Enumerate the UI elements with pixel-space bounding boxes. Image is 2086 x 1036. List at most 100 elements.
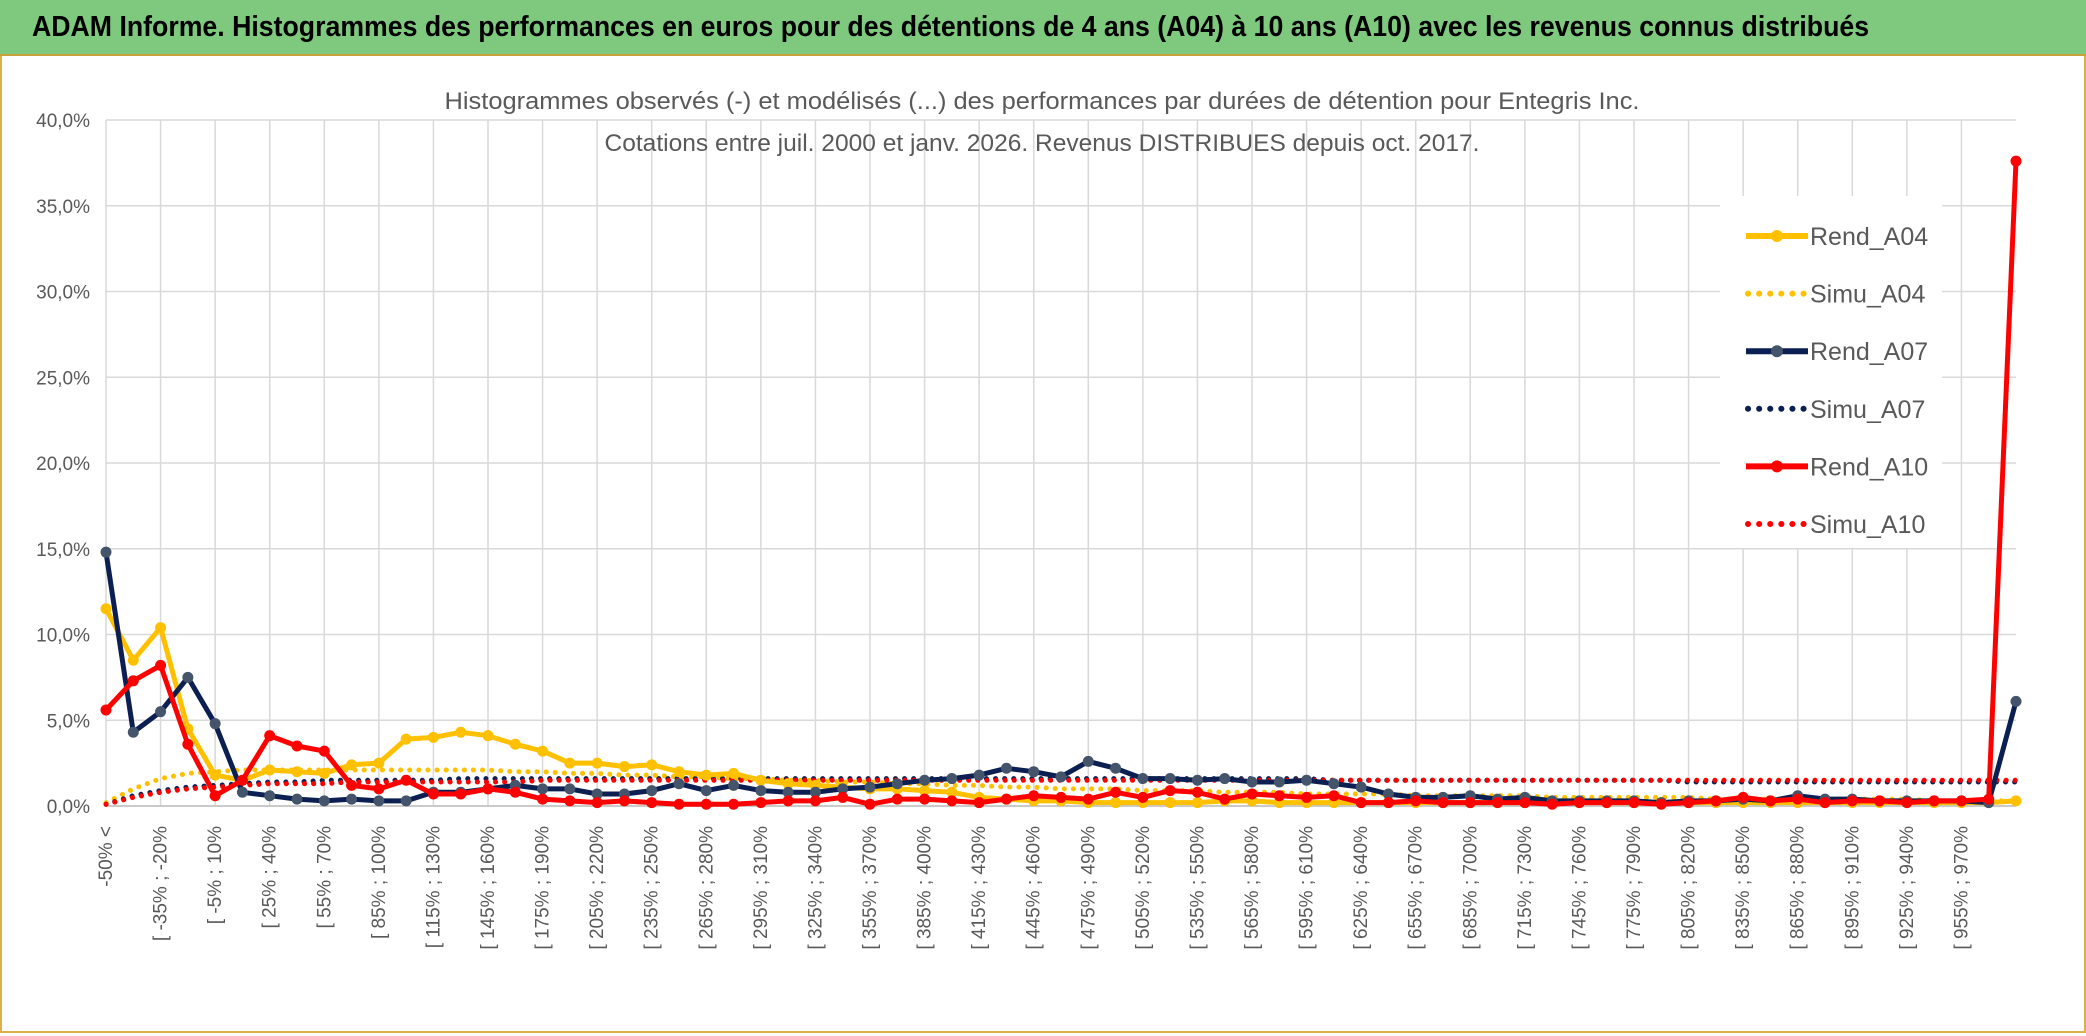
data-point xyxy=(837,791,849,803)
data-point xyxy=(1164,785,1176,797)
data-point xyxy=(1028,766,1040,778)
data-point xyxy=(1764,795,1776,807)
legend-marker xyxy=(1771,345,1783,358)
chart-area: 0,0% 5,0% 10,0% 15,0% 20,0% 25,0% 30,0% 35,0% 40… xyxy=(0,56,2086,1033)
data-point xyxy=(400,795,412,807)
data-point xyxy=(1137,791,1149,803)
data-point xyxy=(1710,795,1722,807)
data-point xyxy=(127,726,139,738)
data-point xyxy=(537,793,549,805)
data-point xyxy=(1601,797,1613,809)
x-tick-label: [ 445% ; 460% xyxy=(1024,826,1045,950)
legend-item: Simu_A10 xyxy=(1745,511,1925,539)
data-point xyxy=(182,671,194,683)
data-point xyxy=(400,733,412,745)
data-point xyxy=(946,795,958,807)
data-point xyxy=(1355,797,1367,809)
x-tick-label: [ 295% ; 310% xyxy=(751,826,772,950)
x-tick-label: [ 655% ; 670% xyxy=(1406,826,1427,950)
data-point xyxy=(1000,793,1012,805)
data-point xyxy=(509,786,521,798)
data-point xyxy=(1655,798,1667,810)
x-tick-label: [ 775% ; 790% xyxy=(1624,826,1645,950)
data-point xyxy=(346,793,358,805)
data-point xyxy=(1273,790,1285,802)
y-tick-label: 0,0% xyxy=(47,797,90,818)
legend-item: Rend_A04 xyxy=(1746,223,1928,251)
data-point xyxy=(1492,797,1504,809)
data-point xyxy=(236,774,248,786)
data-point xyxy=(1191,774,1203,786)
x-tick-label: [ -5% ; 10% xyxy=(205,826,226,924)
data-point xyxy=(973,797,985,809)
data-point xyxy=(1028,790,1040,802)
legend-marker xyxy=(1771,460,1783,473)
data-point xyxy=(482,730,494,742)
data-point xyxy=(564,757,576,769)
data-point xyxy=(1410,795,1422,807)
data-point xyxy=(1846,795,1858,807)
data-point xyxy=(1191,786,1203,798)
legend-label: Simu_A10 xyxy=(1810,511,1925,539)
data-point xyxy=(264,764,276,776)
data-point xyxy=(1382,797,1394,809)
gridlines xyxy=(105,119,2016,807)
data-point xyxy=(1301,774,1313,786)
data-point xyxy=(346,779,358,791)
y-tick-label: 40,0% xyxy=(36,111,90,132)
data-point xyxy=(782,795,794,807)
x-tick-label: [ 25% ; 40% xyxy=(260,826,281,929)
data-point xyxy=(100,546,112,558)
data-point xyxy=(1137,773,1149,785)
x-tick-label: [ 535% ; 550% xyxy=(1187,826,1208,950)
data-point xyxy=(1573,797,1585,809)
data-point xyxy=(291,740,303,752)
data-point xyxy=(809,786,821,798)
data-point xyxy=(455,726,467,738)
data-point xyxy=(1737,791,1749,803)
legend-label: Rend_A04 xyxy=(1810,223,1928,251)
data-point xyxy=(1355,781,1367,793)
data-point xyxy=(291,766,303,778)
data-point xyxy=(1055,791,1067,803)
x-tick-label: [ 175% ; 190% xyxy=(533,826,554,950)
data-point xyxy=(264,730,276,742)
chart-title: Histogrammes observés (-) et modélisés (… xyxy=(445,88,1640,115)
data-point xyxy=(373,757,385,769)
data-point xyxy=(100,704,112,716)
legend-label: Rend_A07 xyxy=(1810,338,1928,366)
data-point xyxy=(891,778,903,790)
data-point xyxy=(537,745,549,757)
y-tick-label: 30,0% xyxy=(36,283,90,304)
data-point xyxy=(209,790,221,802)
data-point xyxy=(482,783,494,795)
x-tick-label: [ 55% ; 70% xyxy=(314,826,335,929)
legend-label: Simu_A04 xyxy=(1810,281,1925,309)
performance-histogram-chart: 0,0% 5,0% 10,0% 15,0% 20,0% 25,0% 30,0% 35,0% 40… xyxy=(36,88,2022,950)
y-tick-label: 15,0% xyxy=(36,540,90,561)
chart-titles: Histogrammes observés (-) et modélisés (… xyxy=(445,88,1640,157)
data-point xyxy=(755,774,767,786)
data-point xyxy=(1819,797,1831,809)
data-point xyxy=(127,675,139,687)
series-rend-a07 xyxy=(100,546,2022,809)
data-point xyxy=(400,774,412,786)
data-point xyxy=(591,788,603,800)
data-point xyxy=(837,783,849,795)
series-line xyxy=(103,551,2019,806)
data-point xyxy=(919,785,931,797)
data-point xyxy=(564,795,576,807)
data-point xyxy=(700,785,712,797)
data-point xyxy=(946,773,958,785)
data-point xyxy=(646,759,658,771)
data-point xyxy=(646,785,658,797)
data-point xyxy=(127,654,139,666)
x-tick-label: [ 475% ; 490% xyxy=(1078,826,1099,950)
data-point xyxy=(646,797,658,809)
data-point xyxy=(1983,793,1995,805)
x-tick-label: [ 505% ; 520% xyxy=(1133,826,1154,950)
data-point xyxy=(564,783,576,795)
y-tick-label: 20,0% xyxy=(36,454,90,475)
x-tick-label: [ 895% ; 910% xyxy=(1842,826,1863,950)
data-point xyxy=(427,788,439,800)
